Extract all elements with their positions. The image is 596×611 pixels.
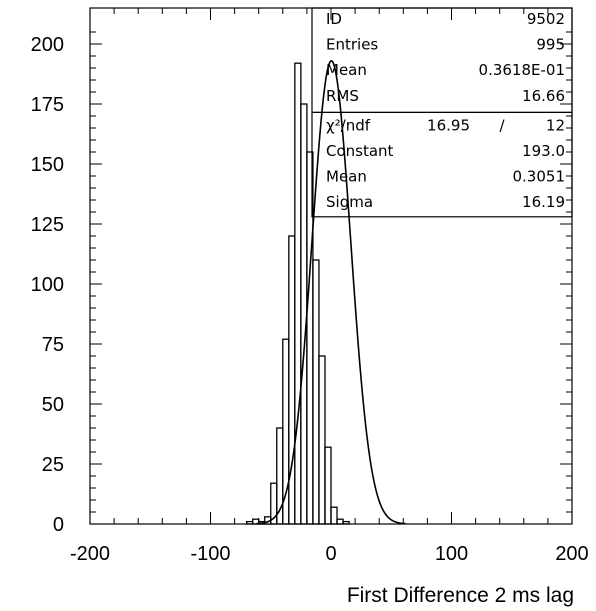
gaussian-fit-curve: [256, 59, 406, 525]
fit-ndf-value: 12: [546, 116, 565, 134]
x-tick-labels: -200 -100 0 100 200: [70, 543, 589, 565]
y-tick-labels: 0 25 50 75 100 125 150 175 200: [31, 34, 64, 536]
stats-box: ID 9502 Entries 995 Mean 0.3618E-01 RMS 16.66 χ²…: [311, 7, 573, 218]
stats-value: 995: [536, 36, 565, 54]
stats-value: 9502: [527, 10, 565, 28]
y-tick-label: 75: [42, 334, 64, 356]
fit-value: 0.3051: [513, 168, 566, 186]
x-tick-label: -200: [70, 543, 110, 565]
axis-ticks: [89, 8, 573, 525]
y-tick-label: 100: [31, 274, 64, 296]
stats-box-fit: [311, 111, 573, 218]
fit-label: χ²/ndf: [326, 116, 371, 134]
x-axis-title: First Difference 2 ms lag: [347, 584, 574, 607]
histogram-bar: [318, 355, 326, 525]
stats-label: ID: [326, 10, 342, 28]
histogram-bars: [245, 62, 350, 525]
y-tick-label: 25: [42, 454, 64, 476]
stats-label: RMS: [326, 87, 359, 105]
y-tick-label: 50: [42, 394, 64, 416]
histogram-bar: [294, 62, 302, 525]
histogram-bar: [342, 520, 350, 525]
y-tick-label: 150: [31, 154, 64, 176]
histogram-bar: [300, 103, 308, 525]
histogram-bar: [324, 446, 332, 525]
y-tick-label: 175: [31, 94, 64, 116]
histogram-bar: [288, 235, 296, 525]
stats-value: 16.66: [522, 87, 565, 105]
histogram-bar: [245, 520, 254, 525]
fit-label: Constant: [326, 142, 394, 160]
x-tick-label: -100: [190, 543, 230, 565]
x-tick-label: 200: [555, 543, 588, 565]
stats-label: Entries: [326, 36, 378, 54]
fit-label: Sigma: [326, 193, 373, 211]
y-tick-label: 200: [31, 34, 64, 56]
y-tick-label: 125: [31, 214, 64, 236]
histogram-bar: [312, 259, 320, 525]
x-tick-label: 100: [435, 543, 468, 565]
fit-label: Mean: [326, 168, 367, 186]
histogram-bar: [330, 506, 338, 525]
x-tick-label: 0: [325, 543, 336, 565]
fit-value: 193.0: [522, 142, 565, 160]
histogram-bar: [336, 518, 344, 525]
fit-value: 16.95: [427, 116, 470, 134]
fit-separator: /: [499, 116, 505, 134]
y-tick-label: 0: [53, 514, 64, 536]
stats-value: 0.3618E-01: [479, 61, 565, 79]
stats-label: Mean: [326, 61, 367, 79]
fit-value: 16.19: [522, 193, 565, 211]
